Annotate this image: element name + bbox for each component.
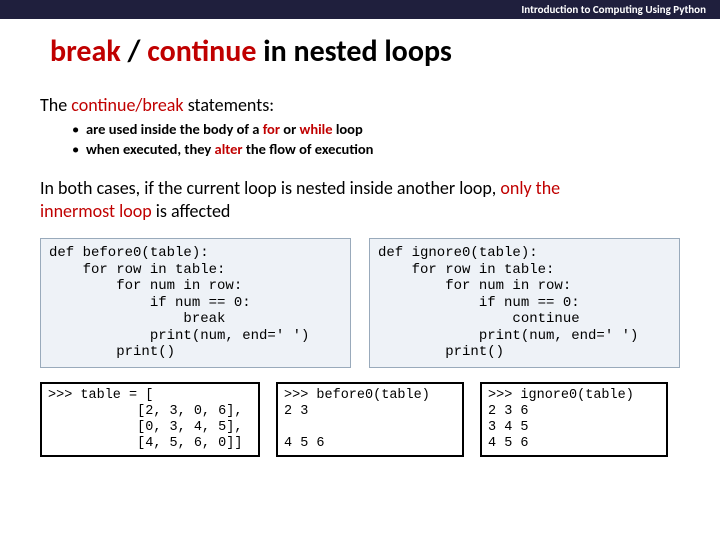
shell-table-def: >>> table = [ [2, 3, 0, 6], [0, 3, 4, 5]…	[40, 382, 260, 458]
slide-title: break / continue in nested loops	[0, 19, 720, 78]
note-kw2: innermost loop	[40, 200, 152, 222]
title-rest: in nested loops	[256, 33, 451, 70]
note-post: is affected	[152, 200, 231, 222]
code-row: def before0(table): for row in table: fo…	[0, 232, 720, 368]
course-title: Introduction to Computing Using Python	[521, 3, 706, 16]
b0-pre: are used inside the body of a	[86, 120, 263, 138]
note-paragraph: In both cases, if the current loop is ne…	[0, 167, 720, 232]
bullet-list: • are used inside the body of a for or w…	[0, 118, 720, 167]
intro-line: The continue/break statements:	[0, 78, 720, 118]
intro-post: statements:	[184, 94, 274, 116]
bullet-dot: •	[72, 140, 86, 160]
course-header: Introduction to Computing Using Python	[0, 0, 720, 19]
shell-ignore-output: >>> ignore0(table) 2 3 6 3 4 5 4 5 6	[480, 382, 668, 458]
b0-mid: or	[280, 120, 300, 138]
b1-pre: when executed, they	[86, 140, 215, 158]
b1-post: the flow of execution	[243, 140, 374, 158]
shell-row: >>> table = [ [2, 3, 0, 6], [0, 3, 4, 5]…	[0, 368, 720, 458]
shell-before-output: >>> before0(table) 2 3 4 5 6	[276, 382, 464, 458]
intro-keyword: continue/break	[71, 94, 183, 116]
code-before0: def before0(table): for row in table: fo…	[40, 238, 351, 368]
title-keyword-continue: continue	[147, 33, 256, 70]
note-pre: In both cases, if the current loop is ne…	[40, 177, 500, 199]
code-ignore0: def ignore0(table): for row in table: fo…	[369, 238, 680, 368]
bullet-dot: •	[72, 120, 86, 140]
note-kw1: only the	[500, 177, 560, 199]
title-keyword-break: break	[50, 33, 121, 70]
b0-kw1: for	[263, 120, 280, 138]
b0-kw2: while	[300, 120, 333, 138]
b0-post: loop	[333, 120, 363, 138]
intro-pre: The	[40, 94, 71, 116]
title-slash: /	[121, 33, 147, 70]
bullet-text: when executed, they alter the flow of ex…	[86, 140, 373, 160]
bullet-text: are used inside the body of a for or whi…	[86, 120, 363, 140]
bullet-item: • when executed, they alter the flow of …	[72, 140, 680, 160]
b1-kw1: alter	[215, 140, 243, 158]
bullet-item: • are used inside the body of a for or w…	[72, 120, 680, 140]
